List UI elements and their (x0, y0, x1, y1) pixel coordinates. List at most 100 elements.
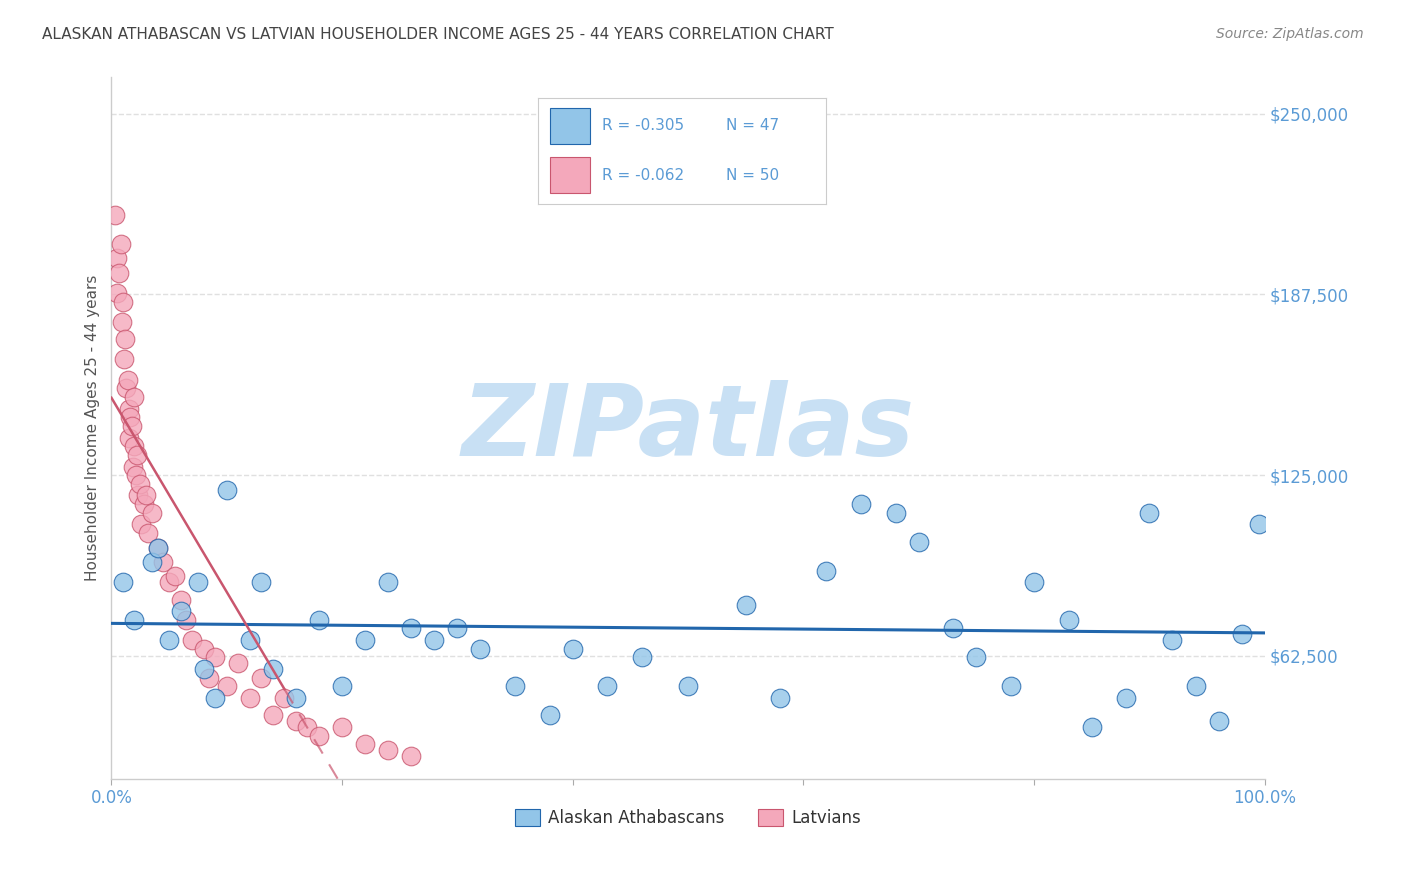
Alaskan Athabascans (1000, 679, 1022, 693)
Latvians (354, 737, 377, 751)
Latvians (108, 266, 131, 280)
Latvians (127, 488, 149, 502)
Latvians (110, 236, 132, 251)
Alaskan Athabascans (1080, 720, 1102, 734)
Alaskan Athabascans (193, 662, 215, 676)
Alaskan Athabascans (401, 622, 423, 636)
Latvians (131, 517, 153, 532)
Latvians (111, 294, 134, 309)
Latvians (239, 690, 262, 705)
Alaskan Athabascans (884, 506, 907, 520)
Alaskan Athabascans (815, 564, 838, 578)
Alaskan Athabascans (965, 650, 987, 665)
Alaskan Athabascans (124, 613, 146, 627)
Latvians (135, 488, 157, 502)
Latvians (117, 373, 139, 387)
Alaskan Athabascans (239, 633, 262, 648)
Latvians (176, 613, 198, 627)
Latvians (204, 650, 226, 665)
Text: ALASKAN ATHABASCAN VS LATVIAN HOUSEHOLDER INCOME AGES 25 - 44 YEARS CORRELATION : ALASKAN ATHABASCAN VS LATVIAN HOUSEHOLDE… (42, 27, 834, 42)
Alaskan Athabascans (262, 662, 284, 676)
Latvians (125, 448, 148, 462)
Alaskan Athabascans (676, 679, 699, 693)
Alaskan Athabascans (423, 633, 446, 648)
Alaskan Athabascans (596, 679, 619, 693)
Text: ZIPatlas: ZIPatlas (461, 380, 915, 476)
Alaskan Athabascans (734, 599, 756, 613)
Latvians (146, 541, 169, 555)
Alaskan Athabascans (470, 641, 492, 656)
Alaskan Athabascans (377, 575, 399, 590)
Alaskan Athabascans (1247, 517, 1270, 532)
Alaskan Athabascans (308, 613, 330, 627)
Latvians (273, 690, 295, 705)
Alaskan Athabascans (1137, 506, 1160, 520)
Alaskan Athabascans (942, 622, 965, 636)
Latvians (136, 526, 159, 541)
Latvians (122, 459, 145, 474)
Latvians (121, 419, 143, 434)
Latvians (193, 641, 215, 656)
Alaskan Athabascans (141, 555, 163, 569)
Latvians (163, 569, 186, 583)
Alaskan Athabascans (849, 497, 872, 511)
Alaskan Athabascans (146, 541, 169, 555)
Latvians (105, 251, 128, 265)
Alaskan Athabascans (111, 575, 134, 590)
Latvians (129, 476, 152, 491)
Alaskan Athabascans (1057, 613, 1080, 627)
Alaskan Athabascans (204, 690, 226, 705)
Alaskan Athabascans (1184, 679, 1206, 693)
Alaskan Athabascans (250, 575, 273, 590)
Latvians (111, 315, 134, 329)
Latvians (308, 729, 330, 743)
Alaskan Athabascans (215, 483, 238, 497)
Latvians (401, 748, 423, 763)
Latvians (104, 208, 127, 222)
Y-axis label: Householder Income Ages 25 - 44 years: Householder Income Ages 25 - 44 years (86, 275, 100, 582)
Alaskan Athabascans (1230, 627, 1253, 641)
Latvians (105, 285, 128, 300)
Latvians (157, 575, 180, 590)
Latvians (262, 708, 284, 723)
Alaskan Athabascans (330, 679, 353, 693)
Latvians (181, 633, 204, 648)
Alaskan Athabascans (561, 641, 583, 656)
Latvians (132, 497, 155, 511)
Alaskan Athabascans (446, 622, 468, 636)
Alaskan Athabascans (631, 650, 654, 665)
Alaskan Athabascans (538, 708, 561, 723)
Latvians (118, 431, 141, 445)
Alaskan Athabascans (1115, 690, 1137, 705)
Latvians (115, 381, 138, 395)
Alaskan Athabascans (1208, 714, 1230, 728)
Alaskan Athabascans (169, 604, 191, 618)
Text: Source: ZipAtlas.com: Source: ZipAtlas.com (1216, 27, 1364, 41)
Latvians (124, 468, 146, 483)
Legend: Alaskan Athabascans, Latvians: Alaskan Athabascans, Latvians (509, 802, 868, 834)
Alaskan Athabascans (157, 633, 180, 648)
Alaskan Athabascans (769, 690, 792, 705)
Latvians (169, 592, 191, 607)
Latvians (215, 679, 238, 693)
Alaskan Athabascans (187, 575, 209, 590)
Latvians (114, 332, 136, 346)
Latvians (112, 352, 135, 367)
Alaskan Athabascans (1022, 575, 1045, 590)
Latvians (377, 743, 399, 757)
Latvians (226, 657, 249, 671)
Latvians (198, 671, 221, 685)
Alaskan Athabascans (907, 534, 929, 549)
Latvians (124, 439, 146, 453)
Alaskan Athabascans (1161, 633, 1184, 648)
Latvians (297, 720, 319, 734)
Latvians (118, 401, 141, 416)
Latvians (250, 671, 273, 685)
Latvians (141, 506, 163, 520)
Alaskan Athabascans (284, 690, 307, 705)
Latvians (124, 390, 146, 404)
Latvians (118, 410, 141, 425)
Latvians (152, 555, 174, 569)
Latvians (284, 714, 307, 728)
Alaskan Athabascans (503, 679, 526, 693)
